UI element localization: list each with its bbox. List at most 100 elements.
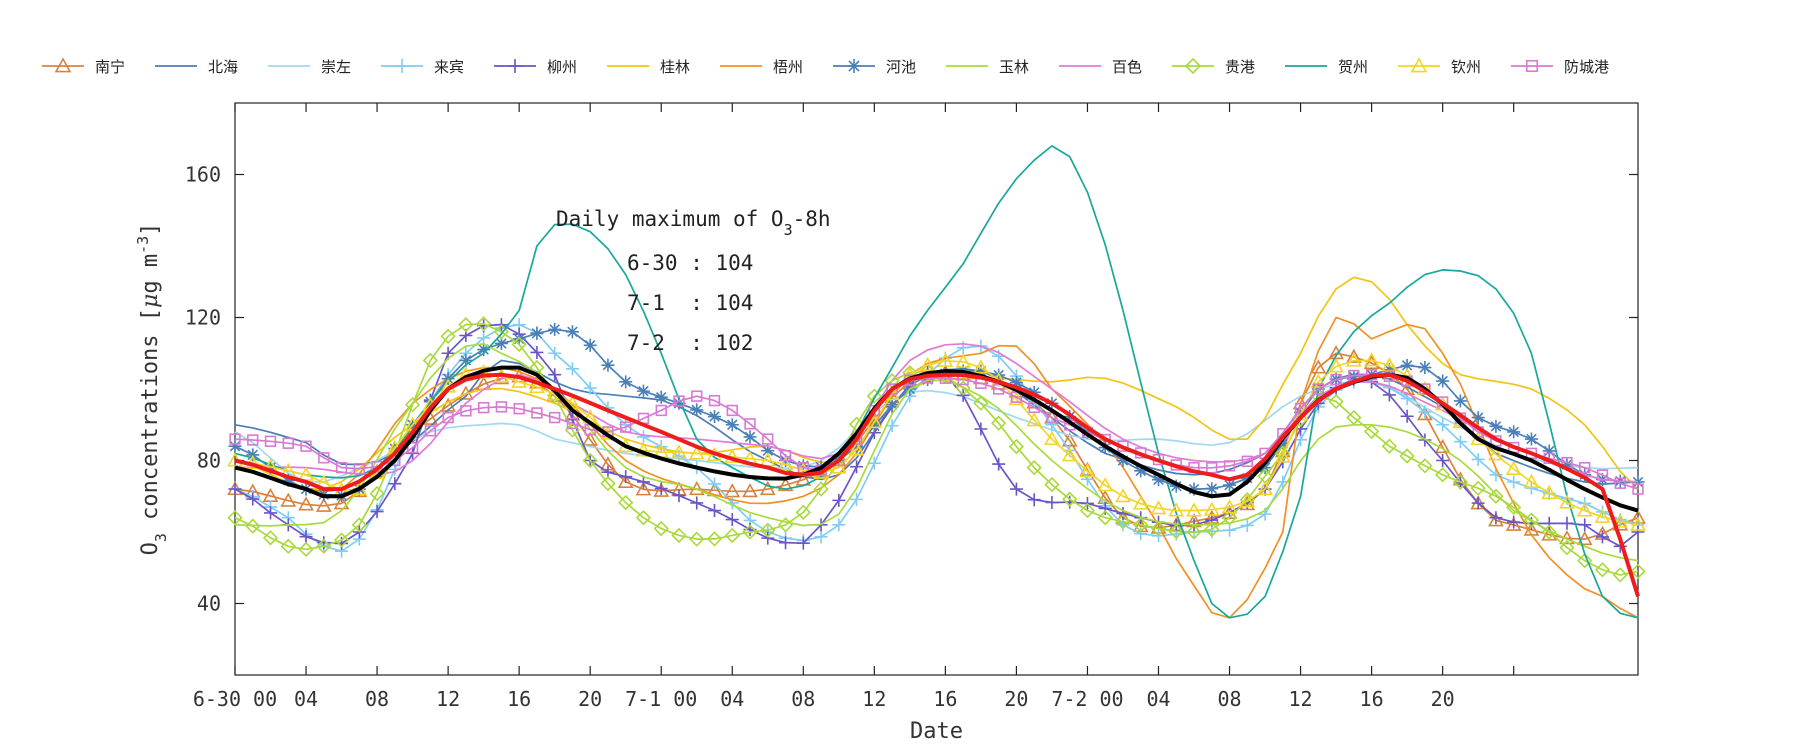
legend-item: 桂林 (607, 58, 690, 76)
plus-marker (246, 492, 260, 506)
square-marker (353, 463, 365, 475)
y-axis-title-close: ] (138, 223, 163, 236)
square-marker (1206, 462, 1218, 474)
legend-item: 北海 (155, 58, 238, 76)
diamond-marker (813, 481, 829, 497)
star-marker (1453, 394, 1467, 408)
star-marker (477, 343, 491, 357)
diamond-marker (1184, 57, 1202, 75)
triangle-marker (759, 480, 776, 496)
plus-marker (1223, 523, 1237, 537)
plus-marker (1009, 482, 1023, 496)
triangle-marker (1576, 531, 1593, 546)
diamond-marker (1150, 520, 1167, 537)
annotation-title-main: Daily maximum of O (556, 207, 784, 231)
annotation-line-6-30: 6-30 : 104 (627, 251, 753, 275)
annotation-line-7-2: 7-2 : 102 (627, 331, 753, 355)
triangle-marker (1132, 495, 1149, 510)
plus-marker (814, 530, 828, 544)
triangle-marker (617, 473, 634, 488)
legend-item: 防城港 (1511, 58, 1609, 76)
daily-max-annotation: Daily maximum of O3-8h 6-30 : 104 7-1 : … (556, 207, 831, 355)
legend-item: 百色 (1059, 58, 1142, 76)
diamond-marker (1630, 563, 1646, 579)
star-marker (850, 439, 864, 453)
diamond-marker (866, 388, 882, 404)
plus-marker (477, 331, 491, 345)
plus-marker (1560, 516, 1574, 530)
star-marker (672, 396, 686, 410)
triangle-marker (1310, 373, 1327, 388)
diamond-marker (245, 518, 261, 534)
diamond-marker (1275, 445, 1291, 461)
legend-label: 百色 (1112, 58, 1142, 76)
triangle-marker (1097, 477, 1114, 492)
star-marker (761, 444, 775, 458)
legend-item: 河池 (833, 58, 916, 76)
square-marker (513, 403, 525, 415)
star-marker (1542, 444, 1556, 458)
square-marker (779, 449, 792, 462)
diamond-marker (1079, 502, 1096, 519)
triangle-marker (1523, 473, 1540, 488)
diamond-marker (458, 317, 474, 333)
square-marker (744, 418, 756, 430)
triangle-marker (1150, 500, 1167, 515)
plus-marker (1418, 405, 1432, 419)
diamond-marker (1488, 488, 1504, 504)
axis-ticks: 6-30 00 04 08 12 16 20 7-1 00 04 08 12 16 20 7-2 00 0… (185, 103, 1638, 711)
plus-marker (832, 493, 846, 507)
legend-item: 梧州 (720, 58, 803, 76)
plus-marker (761, 531, 775, 545)
triangle-marker (919, 356, 936, 372)
plus-marker (796, 536, 810, 550)
triangle-marker (1345, 348, 1362, 363)
triangle-marker (1363, 352, 1380, 367)
legend-item: 南宁 (42, 57, 125, 76)
star-marker (530, 326, 544, 340)
star-marker (1560, 457, 1574, 471)
square-marker (886, 383, 898, 395)
plus-marker (548, 346, 562, 360)
series-玉林 (234, 343, 1639, 562)
diamond-marker (1168, 523, 1184, 540)
x-tick-label: 16 (507, 687, 531, 711)
diamond-marker (422, 352, 438, 369)
triangle-marker (830, 459, 847, 474)
plus-marker (1578, 518, 1592, 532)
series-layer (227, 145, 1646, 619)
triangle-marker (1026, 412, 1043, 427)
diamond-marker (742, 524, 758, 540)
diamond-marker (1186, 524, 1202, 540)
diamond-marker (1221, 510, 1238, 526)
square-marker (655, 404, 667, 417)
triangle-marker (777, 476, 794, 492)
plus-marker (1471, 452, 1485, 466)
star-marker (1258, 461, 1272, 475)
triangle-marker (1115, 488, 1131, 503)
x-tick-label: 04 (720, 687, 744, 711)
diamond-marker (1097, 510, 1113, 526)
square-marker (1223, 460, 1236, 472)
diamond-marker (724, 527, 740, 544)
star-marker (708, 410, 722, 424)
plus-marker (1595, 530, 1609, 544)
x-tick-label: 6-30 00 (193, 687, 277, 711)
square-marker (1241, 455, 1253, 467)
x-tick-label: 20 (1004, 687, 1028, 711)
plus-marker (885, 419, 899, 433)
triangle-marker (1168, 502, 1185, 517)
x-tick-label: 04 (294, 687, 318, 711)
legend-label: 南宁 (95, 58, 125, 76)
diamond-marker (706, 531, 723, 547)
series-line (234, 145, 1639, 619)
triangle-marker (1203, 501, 1220, 516)
diamond-marker (582, 452, 598, 469)
diamond-marker (1008, 438, 1025, 455)
triangle-marker (955, 353, 971, 368)
triangle-marker (1594, 508, 1611, 523)
plot-frame (234, 102, 1639, 676)
diamond-marker (795, 504, 811, 520)
legend-item: 贺州 (1285, 58, 1368, 76)
plus-marker (395, 59, 409, 73)
